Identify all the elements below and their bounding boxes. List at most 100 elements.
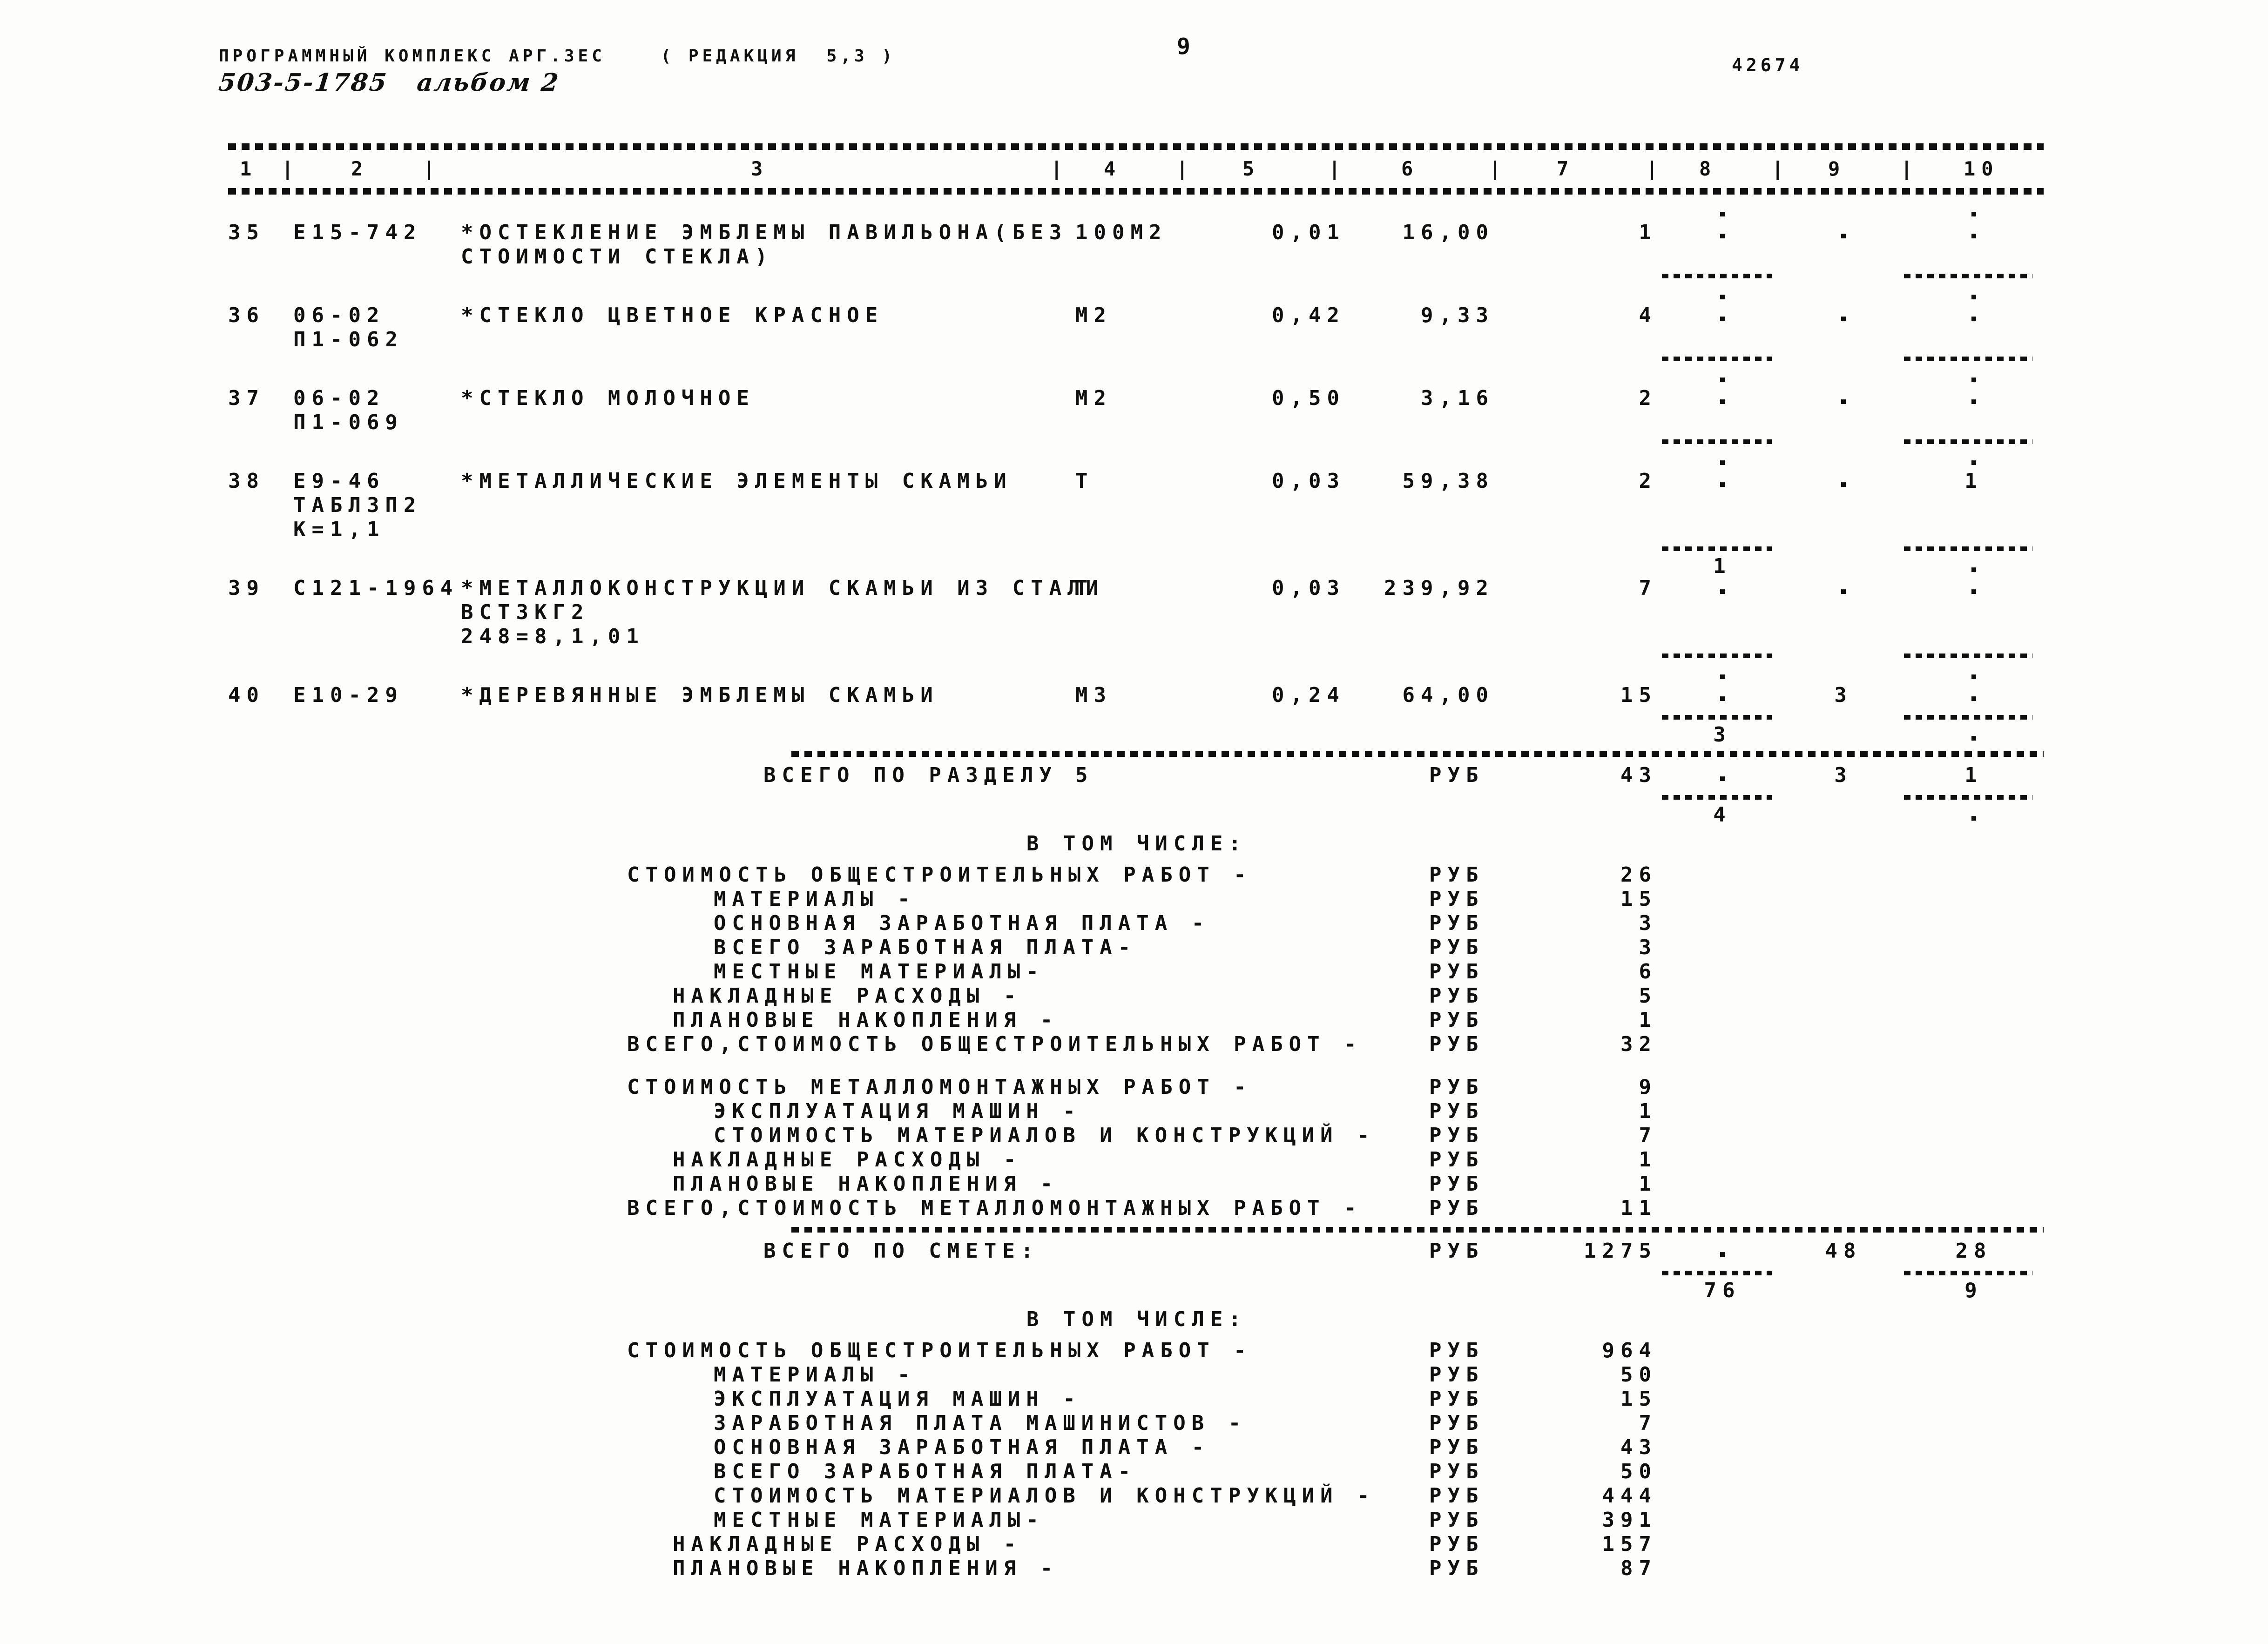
price-cell: 59,38 [1402,469,1494,493]
currency-label: РУБ [1429,1008,1485,1032]
row-number: 36 [228,303,265,327]
currency-label: РУБ [1429,1099,1485,1123]
row-code: Е9-46 ТАБЛ3П2 К=1,1 [293,469,422,541]
breakdown-item: СТОИМОСТЬ МЕТАЛЛОМОНТАЖНЫХ РАБОТ - РУБ 9 [228,1075,2268,1099]
col8-cell: ▪ [1719,584,1726,598]
section-separator [791,751,2044,757]
amount-value: 6 [1639,960,1657,984]
estimate-separator [791,1227,2044,1233]
breakdown-label: НАКЛАДНЫЕ РАСХОДЫ - [673,984,1022,1008]
column-separator: | [1901,157,1919,180]
col9-cell: ▪ [1840,394,1847,408]
breakdown-item: НАКЛАДНЫЕ РАСХОДЫ - РУБ 1 [228,1148,2268,1172]
post-totals-values: 76 9 [228,1279,2268,1302]
norm-cell: 0,03 [1272,576,1345,600]
col8-cell: ▪ [1719,691,1726,705]
unit-cell: М2 [1075,303,1112,327]
col9-cell: ▪ [1840,311,1847,325]
breakdown-label: СТОИМОСТЬ ОБЩЕСТРОИТЕЛЬНЫХ РАБОТ - [627,863,1252,887]
currency-label: РУБ [1429,887,1485,911]
breakdown-item: СТОИМОСТЬ МАТЕРИАЛОВ И КОНСТРУКЦИЙ - РУБ 7 [228,1124,2268,1148]
column-number: 10 [1964,157,1999,180]
mark-col8: ▪ [1719,669,1726,683]
dash-row [228,710,2268,724]
price-cell: 239,92 [1384,576,1494,600]
column-separator: | [1489,157,1507,180]
currency-label: РУБ [1429,1239,1485,1263]
breakdown-item: ЗАРАБОТНАЯ ПЛАТА МАШИНИСТОВ - РУБ 7 [228,1411,2268,1435]
col10-dashes [1904,274,2032,278]
currency-label: РУБ [1429,1363,1485,1387]
col10-dashes [1904,795,2032,800]
dash-row [228,435,2268,449]
mark-col10: ▪ [1970,455,1978,469]
col9-cell: 3 [1834,763,1853,787]
breakdown-item: ВСЕГО ЗАРАБОТНАЯ ПЛАТА- РУБ 50 [228,1460,2268,1484]
totals-row-smeta: ВСЕГО ПО СМЕТЕ: РУБ 1275 ▪ 48 28 [228,1239,2268,1266]
amount-value: 1 [1639,1099,1657,1123]
in-tom-chisle-title: В ТОМ ЧИСЛЕ: [1026,1307,1247,1331]
mark-col8: ▪ [1719,372,1726,386]
unit-cell: 100М2 [1075,221,1168,244]
breakdown-section-razdel: СТОИМОСТЬ ОБЩЕСТРОИТЕЛЬНЫХ РАБОТ - РУБ 26 М… [0,863,2268,1057]
row-code: 06-02 П1-062 [293,303,404,351]
breakdown-label: ОСНОВНАЯ ЗАРАБОТНАЯ ПЛАТА - [714,911,1210,935]
currency-label: РУБ [1429,1460,1485,1483]
mark-col9 [1783,1290,1904,1291]
quantity-cell: 2 [1639,386,1657,410]
row-code: Е15-742 [293,221,422,244]
row-description: *ОСТЕКЛЕНИЕ ЭМБЛЕМЫ ПАВИЛЬОНА(БЕЗ СТОИМОС… [461,221,1068,269]
breakdown-label: ЭКСПЛУАТАЦИЯ МАШИН - [714,1387,1081,1411]
amount-value: 87 [1620,1556,1657,1580]
page-number: 9 [1177,34,1196,60]
row-description: *МЕТАЛЛИЧЕСКИЕ ЭЛЕМЕНТЫ СКАМЬИ [461,469,1012,493]
amount-value: 7 [1639,1411,1657,1435]
col9-cell: 3 [1834,683,1853,707]
table-column-header: 1 | 2 | 3 | 4 | 5 | 6 | 7 | 8 | 9 | 10 [0,155,2268,182]
col8-dashes [1662,274,1772,278]
row-code: Е10-29 [293,683,404,707]
column-number: 8 [1699,157,1717,180]
col10-cell: 1 [1964,763,1983,787]
currency-label: РУБ [1429,763,1485,787]
amount-value: 15 [1620,1387,1657,1411]
col8-dashes [1662,357,1772,361]
breakdown-item: ОСНОВНАЯ ЗАРАБОТНАЯ ПЛАТА - РУБ 3 [228,911,2268,936]
breakdown-label: ПЛАНОВЫЕ НАКОПЛЕНИЯ - [673,1008,1059,1032]
mark-col10: ▪ [1970,206,1978,221]
col10-dashes [1904,546,2032,551]
column-separator: | [1051,157,1069,180]
col8-dashes [1662,795,1772,800]
unit-cell: Т [1075,469,1094,493]
mark-col9 [1783,673,1904,674]
mark-col8: 4 [1713,802,1732,827]
currency-label: РУБ [1429,1484,1485,1508]
currency-label: РУБ [1429,1196,1485,1220]
section-number [1066,1239,1173,1240]
amount-value: 15 [1620,887,1657,911]
col8-dashes [1662,439,1772,444]
norm-cell: 0,50 [1272,386,1345,410]
breakdown-label: СТОИМОСТЬ ОБЩЕСТРОИТЕЛЬНЫХ РАБОТ - [627,1339,1252,1362]
currency-label: РУБ [1429,1532,1485,1556]
column-number: 5 [1242,157,1261,180]
amount-value: 7 [1639,1124,1657,1147]
form-number: 42674 [1732,55,1804,75]
currency-label: РУБ [1429,1172,1485,1196]
breakdown-item: ПЛАНОВЫЕ НАКОПЛЕНИЯ - РУБ 1 [228,1172,2268,1196]
in-tom-chisle-title: В ТОМ ЧИСЛЕ: [1026,832,1247,856]
amount-value: 964 [1602,1339,1657,1362]
row-description: *СТЕКЛО МОЛОЧНОЕ [461,386,755,410]
mark-col10: ▪ [1970,372,1978,386]
breakdown-label: СТОИМОСТЬ МАТЕРИАЛОВ И КОНСТРУКЦИЙ - [714,1484,1376,1508]
currency-label: РУБ [1429,1435,1485,1459]
table-row: 35 Е15-742 *ОСТЕКЛЕНИЕ ЭМБЛЕМЫ ПАВИЛЬОНА(Б… [228,221,2268,269]
currency-label: РУБ [1429,1508,1485,1532]
col10-cell: ▪ [1970,229,1978,243]
breakdown-item: ПЛАНОВЫЕ НАКОПЛЕНИЯ - РУБ 87 [228,1556,2268,1581]
col8-cell: ▪ [1719,477,1726,491]
col9-cell: ▪ [1840,229,1847,243]
table-row: 37 06-02 П1-069 *СТЕКЛО МОЛОЧНОЕ М2 0,50 3,16 2… [228,386,2268,435]
col10-dashes [1904,654,2032,658]
breakdown-section-smeta: СТОИМОСТЬ ОБЩЕСТРОИТЕЛЬНЫХ РАБОТ - РУБ 964… [0,1339,2268,1581]
